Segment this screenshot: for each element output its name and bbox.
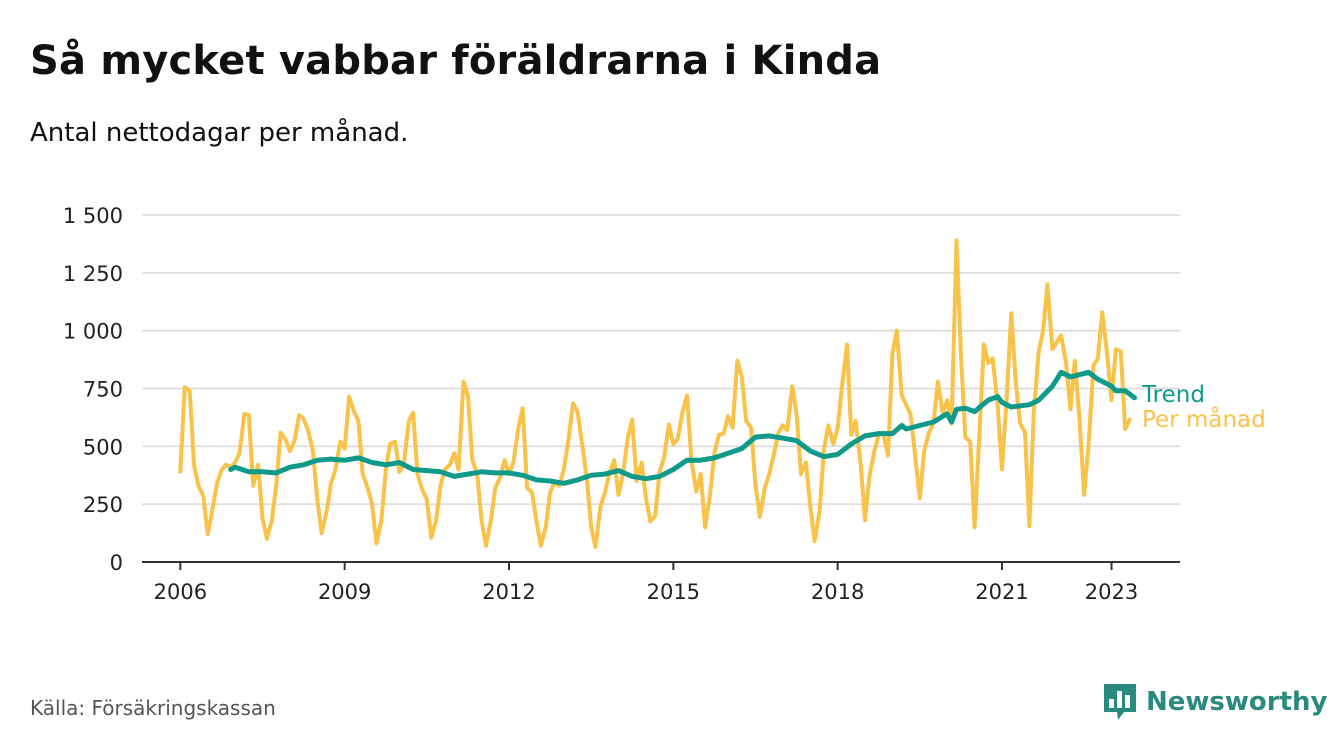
y-axis-ticks: 0 250 500 750 1 000 1 250 1 500	[63, 204, 123, 575]
x-axis: 2006 2009 2012 2015 2018 2021 2023	[142, 561, 1180, 604]
x-tick-label: 2006	[154, 580, 207, 604]
chart-title: Så mycket vabbar föräldrarna i Kinda	[30, 38, 882, 84]
brand-name: Newsworthy	[1146, 687, 1328, 717]
monthly-line	[178, 238, 1132, 549]
x-tick-label: 2012	[482, 580, 535, 604]
x-tick-label: 2021	[975, 580, 1028, 604]
y-tick-label: 1 500	[63, 204, 123, 228]
trend-label: Trend	[1141, 382, 1205, 408]
x-tick-label: 2018	[811, 580, 864, 604]
chart-subtitle: Antal nettodagar per månad.	[30, 118, 409, 148]
brand-logo: Newsworthy	[1102, 682, 1327, 722]
y-tick-label: 750	[83, 378, 123, 402]
trend-line	[228, 369, 1137, 486]
y-tick-label: 1 000	[63, 320, 123, 344]
y-tick-label: 500	[83, 435, 123, 459]
source-note: Källa: Försäkringskassan	[30, 696, 276, 720]
y-tick-label: 0	[110, 551, 123, 575]
x-tick-label: 2009	[318, 580, 371, 604]
bar-chart-speech-bubble-icon	[1104, 684, 1136, 720]
y-tick-label: 250	[83, 493, 123, 517]
x-tick-label: 2015	[647, 580, 700, 604]
x-tick-label: 2023	[1085, 580, 1138, 604]
y-tick-label: 1 250	[63, 262, 123, 286]
series-lines	[178, 238, 1137, 549]
monthly-label: Per månad	[1142, 405, 1266, 433]
